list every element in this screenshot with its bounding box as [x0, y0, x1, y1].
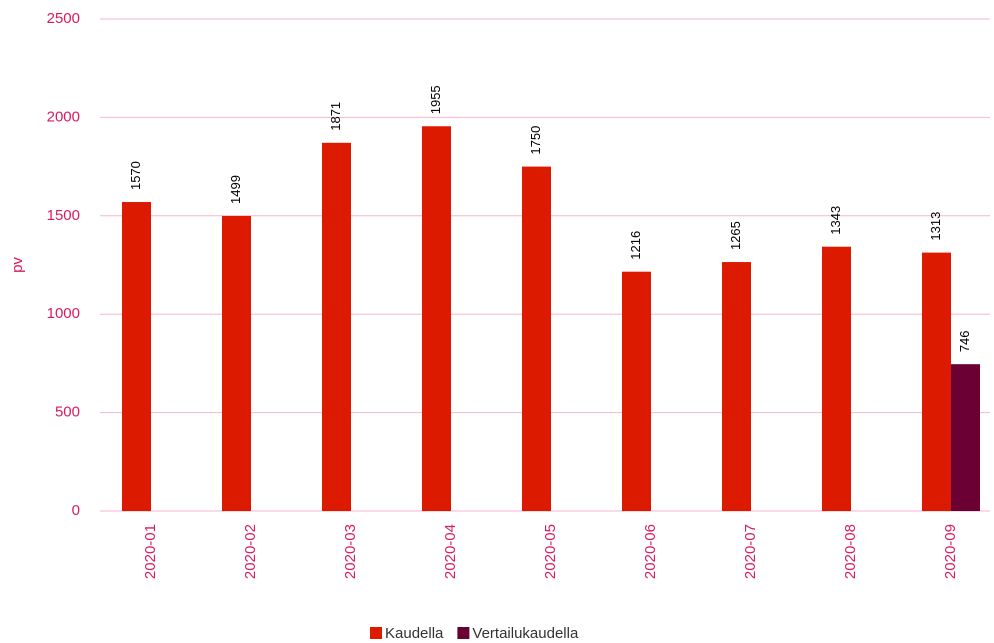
- legend-swatch: [370, 627, 382, 639]
- bar: [322, 142, 351, 511]
- x-tick-label: 2020-01: [142, 524, 159, 579]
- y-tick-label: 2500: [47, 10, 80, 27]
- bar: [422, 126, 451, 512]
- x-tick-label: 2020-04: [442, 524, 459, 579]
- value-label: 1570: [128, 161, 143, 190]
- value-label: 1313: [928, 212, 943, 241]
- bar: [122, 202, 151, 512]
- legend-label: Vertailukaudella: [472, 625, 579, 642]
- value-label: 1216: [628, 231, 643, 260]
- value-label: 1499: [228, 175, 243, 204]
- x-tick-label: 2020-02: [242, 524, 259, 579]
- x-tick-label: 2020-07: [742, 524, 759, 579]
- bar: [922, 252, 951, 511]
- x-tick-label: 2020-08: [842, 524, 859, 579]
- legend-swatch: [457, 627, 470, 639]
- legend-label: Kaudella: [385, 625, 444, 642]
- y-axis-label: pv: [9, 257, 26, 273]
- x-tick-label: 2020-06: [642, 524, 659, 579]
- bar: [822, 246, 851, 511]
- bar: [622, 271, 651, 511]
- y-tick-label: 1000: [47, 305, 80, 322]
- y-tick-label: 1500: [47, 207, 80, 224]
- x-tick-label: 2020-09: [942, 524, 959, 579]
- x-tick-label: 2020-03: [342, 524, 359, 579]
- value-label: 1955: [428, 85, 443, 114]
- y-tick-label: 2000: [47, 108, 80, 125]
- bar: [951, 364, 980, 511]
- x-tick-label: 2020-05: [542, 524, 559, 579]
- y-tick-label: 500: [55, 404, 80, 421]
- bar: [722, 262, 751, 511]
- bar: [522, 166, 551, 511]
- value-label: 1265: [728, 221, 743, 250]
- value-label: 1871: [328, 102, 343, 131]
- bar: [222, 215, 251, 511]
- value-label: 746: [957, 330, 972, 352]
- y-tick-label: 0: [72, 502, 80, 519]
- value-label: 1343: [828, 206, 843, 235]
- value-label: 1750: [528, 126, 543, 155]
